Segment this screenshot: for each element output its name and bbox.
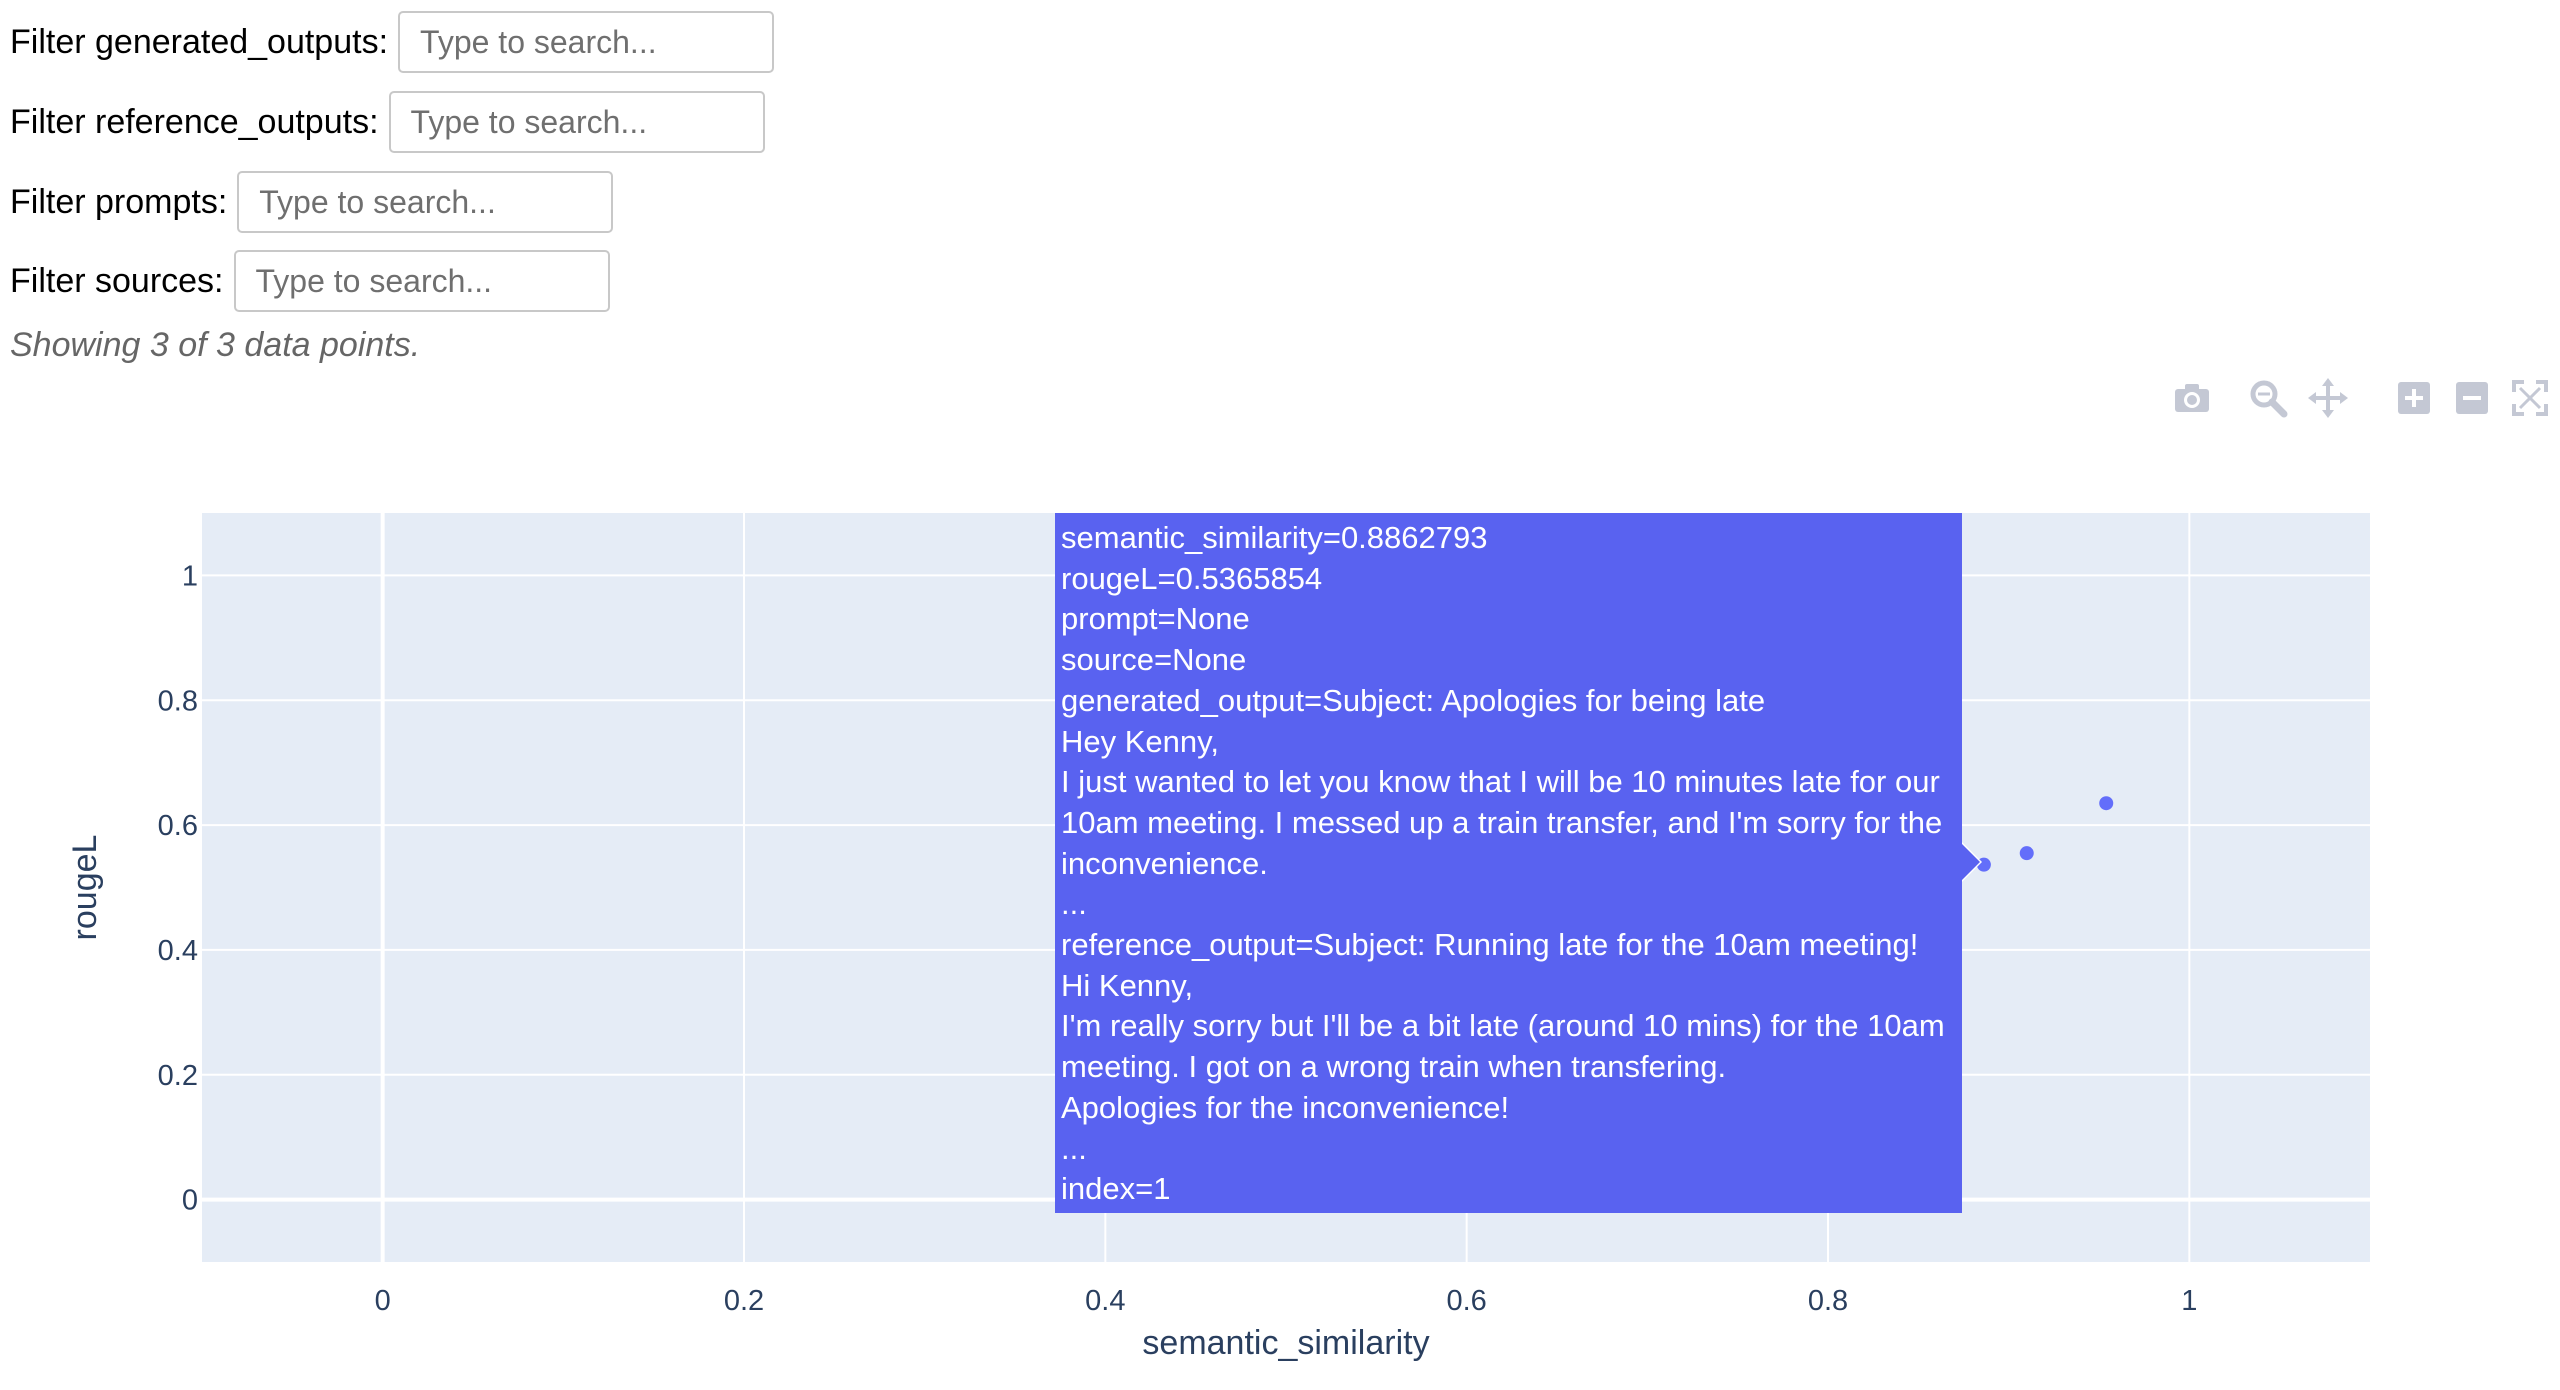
zoom-icon[interactable] — [2246, 376, 2290, 420]
filter-reference-outputs-label: Filter reference_outputs: — [10, 102, 379, 141]
autoscale-icon[interactable] — [2508, 376, 2552, 420]
tooltip-line: Apologies for the inconvenience! — [1061, 1089, 1510, 1125]
tooltip-line: Hi Kenny, — [1061, 967, 1194, 1003]
tooltip-line: source=None — [1061, 642, 1247, 678]
x-tick-label: 0.2 — [724, 1285, 764, 1317]
zoom-out-icon[interactable] — [2450, 376, 2494, 420]
x-tick-label: 1 — [2181, 1285, 2197, 1317]
filter-prompts-label: Filter prompts: — [10, 182, 228, 221]
tooltip-line: index=1 — [1061, 1171, 1171, 1207]
y-axis-title: rougeL — [66, 835, 104, 941]
data-point[interactable] — [2019, 846, 2034, 861]
x-tick-labels: 0 0.2 0.4 0.6 0.8 1 — [375, 1285, 2198, 1317]
x-axis-title: semantic_similarity — [1142, 1324, 1429, 1362]
x-tick-label: 0.8 — [1808, 1285, 1848, 1317]
filter-prompts-input[interactable] — [237, 171, 614, 233]
tooltip-line: I just wanted to let you know that I wil… — [1061, 764, 1940, 800]
filter-prompts: Filter prompts: — [10, 170, 614, 234]
filter-generated-outputs-label: Filter generated_outputs: — [10, 22, 389, 61]
tooltip-arrow — [1962, 844, 1980, 880]
y-tick-labels: 0 0.2 0.4 0.6 0.8 1 — [158, 560, 198, 1216]
chart-modebar — [2170, 370, 2560, 426]
filter-reference-outputs-input[interactable] — [388, 91, 765, 153]
filter-generated-outputs-input[interactable] — [398, 11, 775, 73]
filter-reference-outputs: Filter reference_outputs: — [10, 90, 765, 154]
tooltip-line: 10am meeting. I messed up a train transf… — [1061, 804, 1943, 840]
y-tick-label: 0.6 — [158, 810, 198, 842]
x-tick-label: 0 — [375, 1285, 391, 1317]
hover-tooltip: semantic_similarity=0.8862793 rougeL=0.53… — [1055, 513, 1962, 1213]
tooltip-line: meeting. I got on a wrong train when tra… — [1061, 1049, 1727, 1085]
filter-sources-input[interactable] — [233, 250, 610, 312]
x-tick-label: 0.6 — [1447, 1285, 1487, 1317]
filter-generated-outputs: Filter generated_outputs: — [10, 10, 775, 74]
tooltip-line: generated_output=Subject: Apologies for … — [1061, 682, 1766, 718]
y-tick-label: 0.2 — [158, 1060, 198, 1092]
pan-icon[interactable] — [2306, 376, 2350, 420]
camera-icon[interactable] — [2170, 376, 2214, 420]
tooltip-line: ... — [1061, 886, 1087, 922]
tooltip-line: inconvenience. — [1061, 845, 1268, 881]
status-text: Showing 3 of 3 data points. — [10, 326, 421, 364]
y-tick-label: 0 — [182, 1185, 198, 1217]
tooltip-line: reference_output=Subject: Running late f… — [1061, 927, 1919, 963]
tooltip-line: rougeL=0.5365854 — [1061, 560, 1323, 596]
y-tick-label: 0.4 — [158, 935, 198, 967]
x-tick-label: 0.4 — [1085, 1285, 1125, 1317]
data-point[interactable] — [2099, 796, 2114, 811]
zoom-in-icon[interactable] — [2392, 376, 2436, 420]
filter-sources: Filter sources: — [10, 249, 610, 313]
tooltip-line: I'm really sorry but I'll be a bit late … — [1061, 1008, 1945, 1044]
tooltip-line: ... — [1061, 1130, 1087, 1166]
tooltip-line: Hey Kenny, — [1061, 723, 1219, 759]
y-tick-label: 0.8 — [158, 685, 198, 717]
tooltip-line: semantic_similarity=0.8862793 — [1061, 520, 1488, 555]
y-tick-label: 1 — [182, 560, 198, 592]
filter-sources-label: Filter sources: — [10, 261, 224, 300]
tooltip-line: prompt=None — [1061, 601, 1250, 637]
